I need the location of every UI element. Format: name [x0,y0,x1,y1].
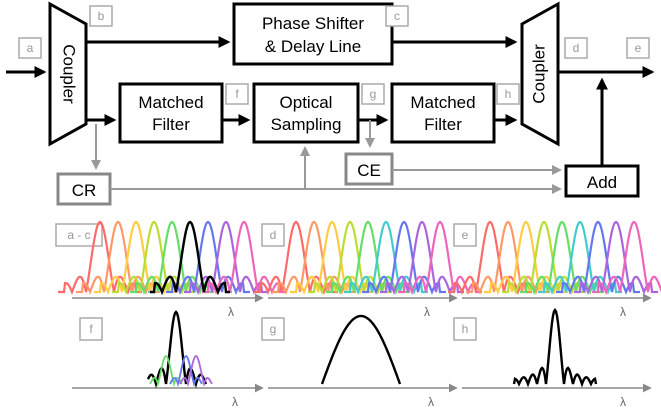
spectrum-curve [362,220,446,295]
input-coupler-label: Coupler [60,44,79,104]
lambda-label-f: λ [232,395,238,409]
lambda-label-a-c: λ [228,305,234,319]
optical-sampling-block [252,82,360,144]
spectrum-panel-f: f λ [72,310,264,409]
tag-a: a [18,37,42,59]
cr-label: CR [72,181,97,200]
spectrum-curve [556,220,640,295]
svg-text:e: e [635,41,642,55]
matched-filter-1-label-line1: Matched [138,93,203,112]
spectrum-panel-e: e λ [448,220,661,319]
svg-text:d: d [573,41,580,55]
spectrum-curve [130,220,214,295]
matched-filter-2-label-line1: Matched [410,93,475,112]
spectrum-curve-highlight [150,220,230,296]
output-spectrum-curve [512,307,598,388]
add-label: Add [587,173,617,192]
matched-filter-2-block [390,82,496,144]
svg-text:f: f [235,87,239,101]
phase-shifter-label-line1: Phase Shifter [262,14,364,33]
lambda-label-g: λ [428,395,434,409]
svg-text:a: a [27,41,34,55]
tag-e: e [626,37,650,59]
lambda-label-e: λ [620,305,626,319]
spectrum-curve [254,220,338,295]
tag-d: d [564,37,588,59]
spectrum-curve [466,220,550,295]
spectrum-curve [520,220,604,295]
spectrum-curve [326,220,410,295]
phase-shifter-label-line2: & Delay Line [265,37,361,56]
tag-c: c [385,5,409,27]
spectrum-curve [484,220,568,295]
spectrum-panel-d: d λ [254,220,482,319]
optical-sampling-label-line1: Optical [280,93,333,112]
filtered-spectrum-curve [146,310,208,389]
matched-filter-2-label-line2: Filter [424,115,462,134]
spectrum-curve [538,220,622,295]
optical-sampling-label-line2: Sampling [271,115,342,134]
spectrum-curve [448,220,532,295]
spectrum-curve [58,220,142,295]
output-coupler-label: Coupler [529,44,548,104]
svg-text:g: g [270,322,277,336]
spectrum-curve [308,220,392,295]
cr-block [56,172,112,206]
residual-spectrum-curve [149,354,183,388]
svg-text:g: g [370,87,377,101]
matched-filter-1-block [118,82,224,144]
matched-filter-1-label-line2: Filter [152,115,190,134]
spectrum-curve [344,220,428,295]
sampled-spectrum-curve [320,314,402,385]
svg-text:d: d [270,228,277,242]
spectrum-curve [592,220,661,295]
spectrum-curve [94,220,178,295]
ce-block [344,152,394,186]
svg-text:a - c: a - c [67,228,90,242]
residual-spectrum-curve [179,354,213,388]
spectrum-curve [502,220,586,295]
spectrum-curve [112,220,196,295]
spectrum-panel-a-c: a - c λ [55,220,286,319]
phase-shifter-delay-line-block [232,2,394,66]
svg-text:c: c [394,9,400,23]
input-coupler [48,1,88,147]
svg-text:b: b [98,9,105,23]
svg-text:h: h [505,87,512,101]
lambda-label-d: λ [424,305,430,319]
tag-h: h [496,83,520,105]
output-coupler [520,1,560,147]
spectrum-curve [166,220,250,295]
spectrum-curve [574,220,658,295]
tag-g: g [361,83,385,105]
spectrum-panel-h: h λ [453,307,652,409]
spectrum-curve [76,220,160,295]
lambda-label-h: λ [620,395,626,409]
svg-text:f: f [89,322,93,336]
tag-b: b [89,5,113,27]
spectrum-curve [272,220,356,295]
ce-label: CE [357,161,381,180]
spectrum-curve [290,220,374,295]
svg-text:h: h [462,322,469,336]
spectrum-panel-g: g λ [261,314,458,409]
svg-text:e: e [462,228,469,242]
residual-spectrum-curve [169,354,203,388]
tag-f: f [225,83,249,105]
